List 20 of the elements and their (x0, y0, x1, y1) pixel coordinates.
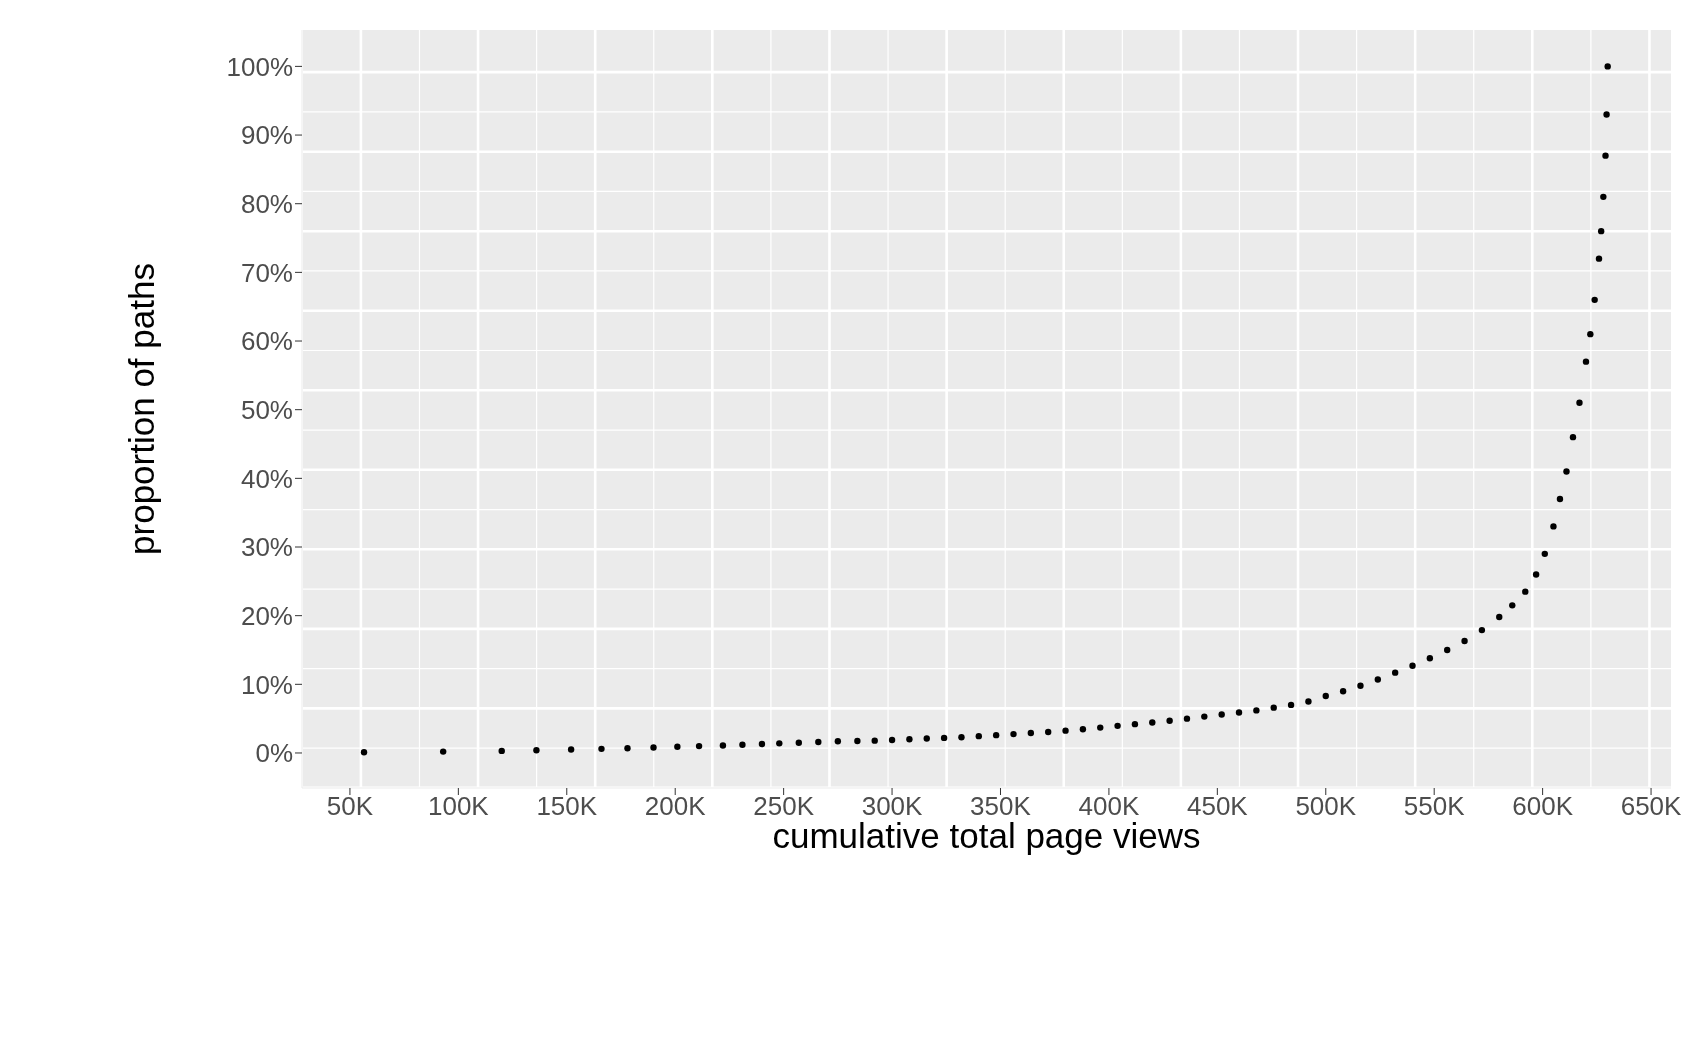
y-axis-title: proportion of paths (122, 263, 162, 555)
y-tick-label: 40% (240, 463, 293, 494)
y-tick-label: 10% (240, 669, 293, 700)
y-tick-label: 100% (226, 51, 293, 82)
x-tick-label: 650K (1620, 791, 1683, 822)
x-tick-label: 500K (1295, 791, 1357, 822)
x-tick-label: 100K (427, 791, 490, 822)
y-tick-label: 0% (255, 738, 293, 769)
y-tick-label: 50% (240, 394, 293, 425)
x-tick-label: 50K (326, 791, 374, 822)
y-tick-label: 60% (240, 326, 293, 357)
y-tick-label: 20% (240, 600, 293, 631)
x-tick-label: 200K (644, 791, 707, 822)
x-tick-label: 550K (1403, 791, 1466, 822)
x-tick-label: 150K (536, 791, 598, 822)
y-tick-label: 30% (240, 532, 293, 563)
y-tick-label: 90% (240, 120, 293, 151)
x-tick-label: 600K (1512, 791, 1574, 822)
y-tick-label: 70% (240, 257, 293, 288)
y-tick-label: 80% (240, 188, 293, 219)
